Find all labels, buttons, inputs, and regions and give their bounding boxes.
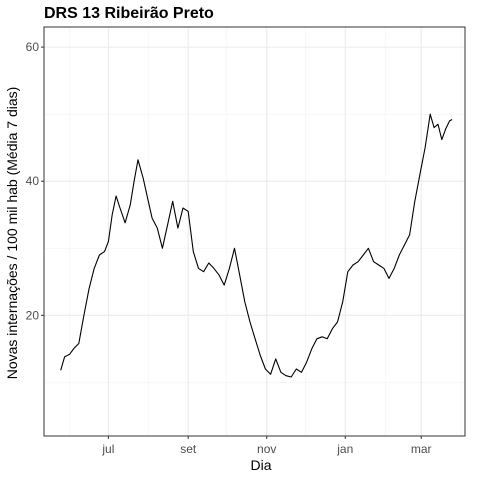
x-axis-label: Dia: [250, 457, 271, 473]
x-tick-label: mar: [411, 442, 432, 456]
y-tick-label: 40: [26, 174, 40, 188]
y-tick-label: 20: [26, 308, 40, 322]
panel-border: [43, 26, 466, 437]
chart-title: DRS 13 Ribeirão Preto: [44, 5, 214, 22]
series-group: [60, 113, 453, 378]
grid-major-lines: [44, 27, 465, 436]
x-tick-label: set: [180, 442, 197, 456]
y-axis: 20 40 60: [26, 40, 44, 322]
y-axis-label: Novas internações / 100 mil hab (Média 7…: [4, 87, 20, 380]
grid-minor-lines: [44, 27, 465, 436]
x-tick-label: jul: [101, 442, 114, 456]
series-line-1: [60, 113, 453, 378]
x-tick-label: nov: [257, 442, 276, 456]
x-tick-label: jan: [336, 442, 353, 456]
x-axis: jul set nov jan mar: [101, 436, 432, 456]
y-tick-label: 60: [26, 40, 40, 54]
